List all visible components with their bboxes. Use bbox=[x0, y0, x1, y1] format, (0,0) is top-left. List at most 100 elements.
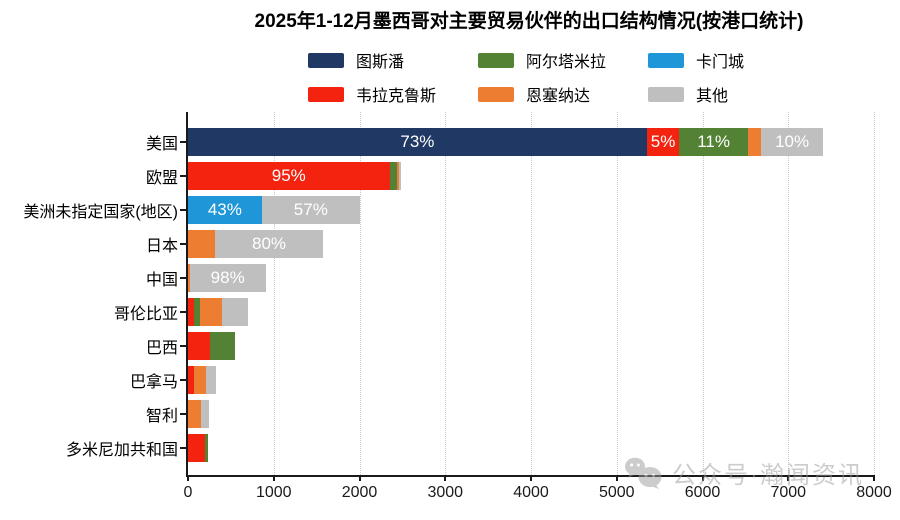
bar-row-3: 80% bbox=[188, 230, 324, 258]
legend-item-0: 图斯潘 bbox=[308, 48, 460, 72]
legend-item-4: 卡门城 bbox=[648, 48, 800, 72]
bar-segment: 95% bbox=[188, 162, 390, 190]
plot-area: 0 1000 2000 3000 4000 5000 6000 7000 8000 美国 73% 5%… bbox=[23, 112, 892, 501]
grid-line-2000 bbox=[359, 112, 361, 475]
bar-segment: 98% bbox=[189, 264, 266, 292]
y-category-label: 巴西 bbox=[145, 340, 178, 357]
bar-segment bbox=[188, 264, 190, 292]
bar-segment bbox=[199, 298, 223, 326]
bar-segment bbox=[188, 366, 194, 394]
x-tick-mark bbox=[787, 475, 790, 481]
bar-segment: 57% bbox=[261, 196, 360, 224]
legend-swatch bbox=[478, 86, 514, 102]
y-category-label: 日本 bbox=[145, 238, 178, 255]
y-tick-mark bbox=[180, 311, 186, 313]
grid-line-5000 bbox=[616, 112, 618, 475]
legend: 图斯潘韦拉克鲁斯 阿尔塔米拉恩塞纳达 卡门城其他 bbox=[308, 48, 800, 106]
legend-label: 阿尔塔米拉 bbox=[526, 54, 607, 71]
y-category-label: 哥伦比亚 bbox=[113, 306, 178, 323]
bar-percent-label: 10% bbox=[775, 132, 810, 151]
y-category-label: 欧盟 bbox=[145, 170, 178, 187]
y-tick-mark bbox=[180, 141, 186, 143]
bar-row-1: 95% bbox=[188, 162, 402, 190]
bar-percent-label: 95% bbox=[271, 166, 306, 185]
y-tick-mark bbox=[180, 345, 186, 347]
bar-row-5 bbox=[188, 298, 248, 326]
bar-segment: 73% bbox=[188, 128, 647, 156]
grid-line-1000 bbox=[273, 112, 275, 475]
y-category-label: 美国 bbox=[145, 136, 178, 153]
legend-swatch bbox=[308, 86, 344, 102]
x-tick-label: 0 bbox=[183, 484, 193, 501]
legend-item-5: 其他 bbox=[648, 82, 800, 106]
bar-segment: 80% bbox=[215, 230, 324, 258]
y-tick-mark bbox=[180, 379, 186, 381]
bar-percent-label: 43% bbox=[207, 200, 242, 219]
bar-segment: 10% bbox=[760, 128, 824, 156]
bar-row-4: 98% bbox=[188, 264, 266, 292]
legend-item-1: 韦拉克鲁斯 bbox=[308, 82, 460, 106]
bar-segment bbox=[396, 162, 399, 190]
bar-segment bbox=[188, 434, 206, 462]
legend-swatch bbox=[478, 52, 514, 68]
y-category-label: 巴拿马 bbox=[129, 374, 178, 391]
bar-segment bbox=[194, 366, 206, 394]
bar-segment bbox=[389, 162, 397, 190]
bar-row-8 bbox=[188, 400, 210, 428]
bar-percent-label: 80% bbox=[252, 234, 287, 253]
bar-percent-label: 73% bbox=[400, 132, 435, 151]
bar-row-6 bbox=[188, 332, 235, 360]
grid-line-6000 bbox=[702, 112, 704, 475]
bar-segment bbox=[188, 332, 210, 360]
bar-segment bbox=[188, 230, 215, 258]
x-tick-label: 3000 bbox=[427, 484, 464, 501]
x-tick-mark bbox=[530, 475, 532, 481]
x-tick-mark bbox=[873, 475, 875, 481]
bar-segment bbox=[398, 162, 402, 190]
bar-row-2: 43% 57% bbox=[188, 196, 360, 224]
x-tick-mark bbox=[187, 475, 189, 481]
y-category-label: 多米尼加共和国 bbox=[65, 442, 178, 459]
bar-percent-label: 57% bbox=[293, 200, 328, 219]
x-tick-label: 4000 bbox=[513, 484, 549, 501]
legend-item-2: 阿尔塔米拉 bbox=[478, 48, 630, 72]
chart-title: 2025年1-12月墨西哥对主要贸易伙伴的出口结构情况(按港口统计) bbox=[254, 11, 804, 32]
x-tick-label: 6000 bbox=[684, 484, 721, 501]
y-tick-mark bbox=[180, 447, 186, 449]
bar-segment: 11% bbox=[679, 128, 748, 156]
bar-row-9 bbox=[188, 434, 208, 462]
bar-segment bbox=[222, 298, 248, 326]
bar-segment bbox=[188, 400, 202, 428]
bar-segment bbox=[209, 332, 235, 360]
bar-row-0: 73% 5% 11% 10% bbox=[188, 128, 824, 156]
x-tick-mark bbox=[444, 475, 447, 481]
y-tick-mark bbox=[180, 277, 186, 279]
y-category-label: 中国 bbox=[145, 272, 178, 289]
legend-label: 其他 bbox=[696, 88, 729, 105]
bar-row-7 bbox=[188, 366, 217, 394]
x-tick-label: 5000 bbox=[598, 484, 635, 501]
grid-line-8000 bbox=[874, 112, 875, 475]
legend-swatch bbox=[308, 52, 344, 68]
y-category-label: 智利 bbox=[145, 408, 178, 425]
bar-segment bbox=[205, 434, 208, 462]
bar-segment bbox=[194, 298, 200, 326]
grid-line-3000 bbox=[445, 112, 447, 475]
legend-swatch bbox=[648, 52, 684, 68]
legend-label: 图斯潘 bbox=[356, 54, 405, 71]
bar-percent-label: 11% bbox=[697, 132, 730, 151]
x-tick-label: 1000 bbox=[255, 484, 292, 501]
grid-line-4000 bbox=[531, 112, 532, 475]
x-tick-label: 8000 bbox=[856, 484, 892, 501]
legend-item-3: 恩塞纳达 bbox=[478, 82, 630, 106]
y-category-label: 美洲未指定国家(地区) bbox=[23, 204, 178, 221]
y-tick-mark bbox=[180, 209, 186, 211]
x-tick-label: 2000 bbox=[341, 484, 378, 501]
legend-label: 韦拉克鲁斯 bbox=[356, 88, 437, 105]
bar-percent-label: 98% bbox=[210, 268, 245, 287]
legend-swatch bbox=[648, 86, 684, 102]
bar-segment: 5% bbox=[646, 128, 680, 156]
x-tick-label: 7000 bbox=[770, 484, 807, 501]
x-tick-mark bbox=[358, 475, 361, 481]
